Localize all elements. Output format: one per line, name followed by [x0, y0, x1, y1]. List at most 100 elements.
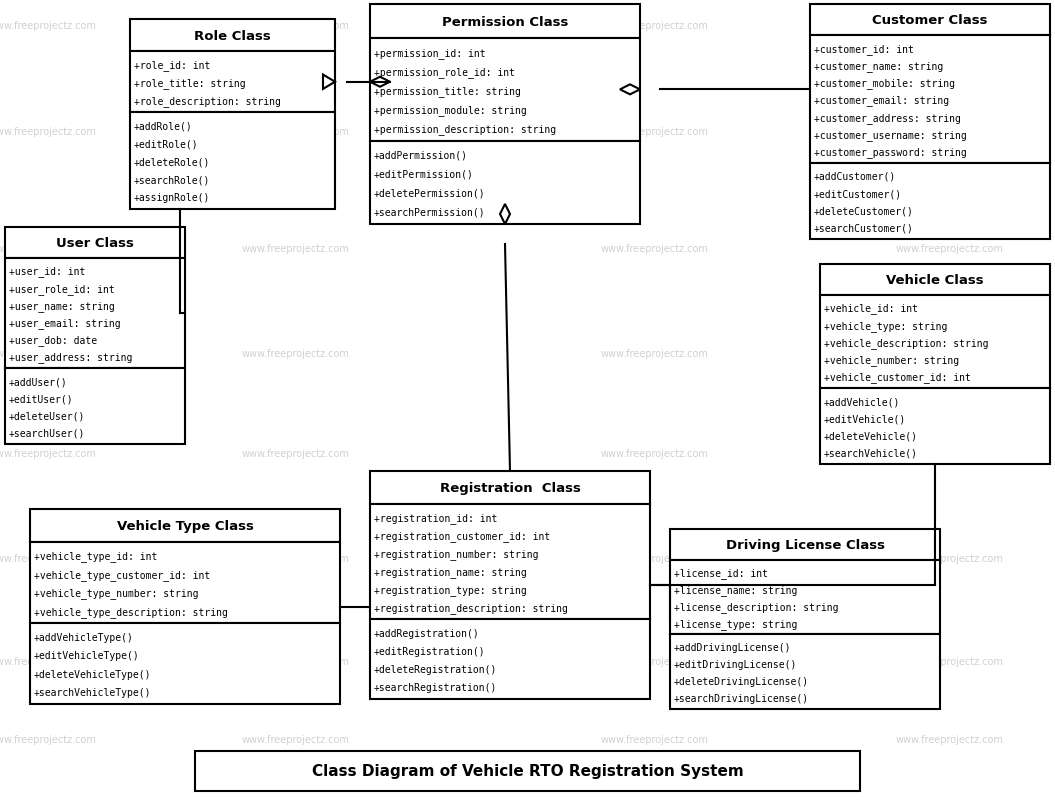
Text: +deletePermission(): +deletePermission()	[375, 189, 485, 198]
Text: www.freeprojectz.com: www.freeprojectz.com	[0, 449, 96, 459]
Text: +vehicle_type_customer_id: int: +vehicle_type_customer_id: int	[34, 569, 210, 580]
Bar	[130, 52, 335, 113]
Bar	[820, 296, 1050, 389]
Text: www.freeprojectz.com: www.freeprojectz.com	[600, 734, 708, 744]
Text: +searchCustomer(): +searchCustomer()	[814, 223, 914, 234]
Text: +user_email: string: +user_email: string	[9, 318, 120, 328]
Text: +editUser(): +editUser()	[9, 393, 74, 404]
Bar	[370, 5, 640, 39]
Text: +permission_title: string: +permission_title: string	[375, 86, 521, 96]
Bar	[370, 620, 650, 699]
Text: +vehicle_type_id: int: +vehicle_type_id: int	[34, 551, 157, 561]
Text: www.freeprojectz.com: www.freeprojectz.com	[600, 127, 708, 137]
Text: +editRegistration(): +editRegistration()	[375, 646, 485, 656]
Bar	[810, 36, 1050, 164]
Text: +deleteVehicleType(): +deleteVehicleType()	[34, 669, 152, 679]
Text: +permission_role_id: int: +permission_role_id: int	[375, 67, 515, 78]
Text: +vehicle_number: string: +vehicle_number: string	[824, 355, 959, 365]
Text: +license_type: string: +license_type: string	[674, 618, 798, 629]
Text: +searchUser(): +searchUser()	[9, 428, 85, 438]
Text: www.freeprojectz.com: www.freeprojectz.com	[0, 21, 96, 31]
Text: +registration_name: string: +registration_name: string	[375, 566, 526, 577]
Text: +addDrivingLicense(): +addDrivingLicense()	[674, 642, 791, 652]
Text: +deleteRole(): +deleteRole()	[134, 157, 210, 167]
Text: Vehicle Type Class: Vehicle Type Class	[116, 520, 253, 532]
Text: www.freeprojectz.com: www.freeprojectz.com	[896, 657, 1003, 666]
Text: +searchRegistration(): +searchRegistration()	[375, 683, 497, 692]
Text: www.freeprojectz.com: www.freeprojectz.com	[600, 657, 708, 666]
Text: +vehicle_type_number: string: +vehicle_type_number: string	[34, 588, 198, 598]
Text: www.freeprojectz.com: www.freeprojectz.com	[896, 449, 1003, 459]
Text: +addRole(): +addRole()	[134, 121, 193, 132]
Text: +customer_password: string: +customer_password: string	[814, 147, 966, 158]
Text: www.freeprojectz.com: www.freeprojectz.com	[242, 734, 349, 744]
Text: +addRegistration(): +addRegistration()	[375, 628, 480, 638]
Text: +registration_customer_id: int: +registration_customer_id: int	[375, 530, 551, 541]
Text: Customer Class: Customer Class	[872, 14, 987, 27]
Text: +customer_username: string: +customer_username: string	[814, 130, 966, 141]
Text: +searchDrivingLicense(): +searchDrivingLicense()	[674, 693, 809, 703]
Text: User Class: User Class	[56, 237, 134, 250]
Text: +user_dob: date: +user_dob: date	[9, 335, 97, 346]
Text: +customer_mobile: string: +customer_mobile: string	[814, 78, 955, 89]
Bar	[370, 471, 650, 504]
Text: Driving License Class: Driving License Class	[726, 538, 884, 551]
Text: +addPermission(): +addPermission()	[375, 151, 468, 161]
Bar	[5, 228, 185, 259]
Text: +searchVehicleType(): +searchVehicleType()	[34, 687, 152, 697]
Text: www.freeprojectz.com: www.freeprojectz.com	[0, 349, 96, 358]
Text: www.freeprojectz.com: www.freeprojectz.com	[600, 244, 708, 254]
Text: +editPermission(): +editPermission()	[375, 169, 474, 180]
Text: +role_description: string: +role_description: string	[134, 96, 281, 107]
Text: +user_name: string: +user_name: string	[9, 300, 115, 312]
Text: www.freeprojectz.com: www.freeprojectz.com	[0, 657, 96, 666]
Text: +editDrivingLicense(): +editDrivingLicense()	[674, 659, 798, 669]
Text: +license_id: int: +license_id: int	[674, 567, 768, 578]
Text: +role_title: string: +role_title: string	[134, 78, 246, 89]
Text: +permission_id: int: +permission_id: int	[375, 48, 485, 59]
Bar	[670, 560, 940, 634]
Text: www.freeprojectz.com: www.freeprojectz.com	[600, 449, 708, 459]
Text: +assignRole(): +assignRole()	[134, 193, 210, 203]
Text: +addCustomer(): +addCustomer()	[814, 172, 897, 181]
Bar	[810, 5, 1050, 36]
Text: +deleteUser(): +deleteUser()	[9, 411, 85, 421]
Text: +license_description: string: +license_description: string	[674, 601, 839, 612]
Bar	[820, 389, 1050, 464]
Bar	[5, 369, 185, 444]
Bar	[130, 113, 335, 210]
Text: +searchRole(): +searchRole()	[134, 175, 210, 185]
Text: +user_address: string: +user_address: string	[9, 353, 132, 363]
Text: +license_name: string: +license_name: string	[674, 584, 798, 595]
Bar	[30, 543, 340, 623]
Text: +customer_address: string: +customer_address: string	[814, 112, 961, 124]
Text: www.freeprojectz.com: www.freeprojectz.com	[242, 657, 349, 666]
Text: www.freeprojectz.com: www.freeprojectz.com	[242, 449, 349, 459]
Text: www.freeprojectz.com: www.freeprojectz.com	[896, 127, 1003, 137]
Text: +addUser(): +addUser()	[9, 377, 68, 387]
Text: Role Class: Role Class	[194, 30, 271, 43]
Text: +deleteCustomer(): +deleteCustomer()	[814, 206, 914, 216]
Text: +editCustomer(): +editCustomer()	[814, 189, 902, 199]
Text: +deleteDrivingLicense(): +deleteDrivingLicense()	[674, 676, 809, 686]
Text: +permission_module: string: +permission_module: string	[375, 104, 526, 116]
Bar	[810, 164, 1050, 240]
Text: +addVehicle(): +addVehicle()	[824, 397, 900, 406]
Text: www.freeprojectz.com: www.freeprojectz.com	[0, 553, 96, 563]
Text: www.freeprojectz.com: www.freeprojectz.com	[242, 349, 349, 358]
Bar	[670, 529, 940, 560]
Text: +vehicle_type_description: string: +vehicle_type_description: string	[34, 606, 228, 617]
Text: +vehicle_type: string: +vehicle_type: string	[824, 320, 947, 332]
Text: +customer_id: int: +customer_id: int	[814, 43, 914, 55]
Text: +addVehicleType(): +addVehicleType()	[34, 632, 134, 642]
Bar	[130, 20, 335, 52]
Text: +registration_description: string: +registration_description: string	[375, 602, 568, 613]
Text: +searchVehicle(): +searchVehicle()	[824, 448, 918, 459]
Text: www.freeprojectz.com: www.freeprojectz.com	[896, 349, 1003, 358]
Bar	[370, 39, 640, 141]
Text: +editRole(): +editRole()	[134, 140, 198, 149]
Text: +permission_description: string: +permission_description: string	[375, 124, 556, 135]
Text: www.freeprojectz.com: www.freeprojectz.com	[0, 734, 96, 744]
Text: www.freeprojectz.com: www.freeprojectz.com	[242, 553, 349, 563]
Bar	[5, 259, 185, 369]
